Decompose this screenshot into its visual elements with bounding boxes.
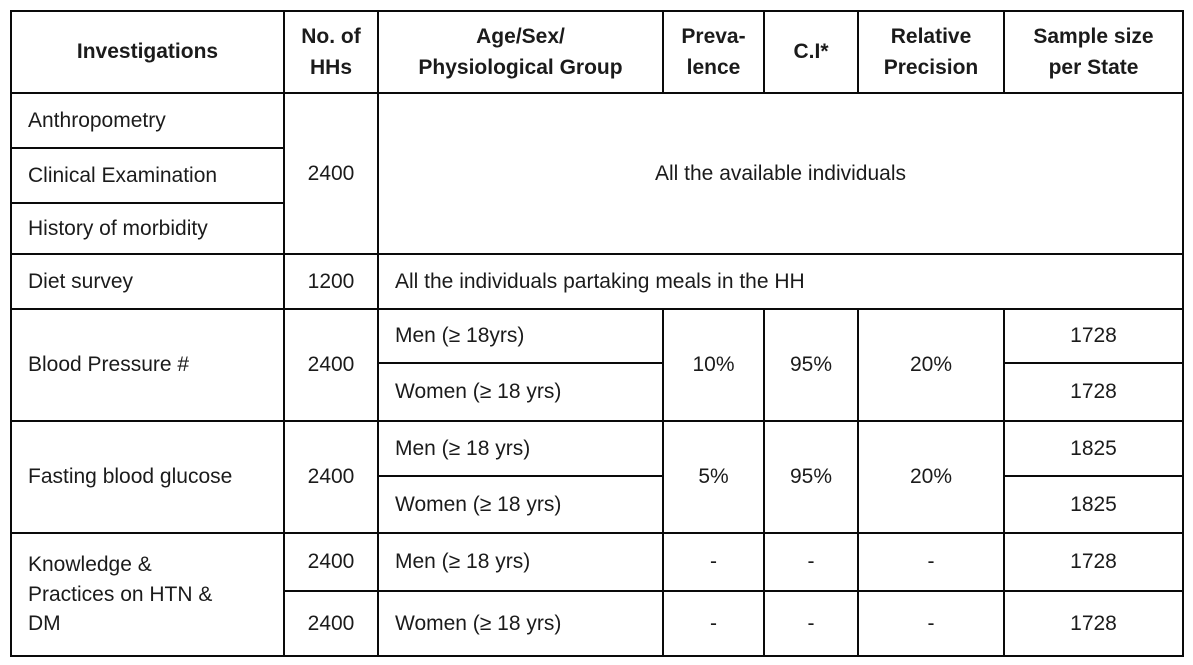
cell-investigation-diet-survey: Diet survey: [10, 253, 285, 310]
header-age-sex-group: Age/Sex/ Physiological Group: [377, 10, 664, 94]
cell-ci-knowledge-practices-women: -: [763, 590, 859, 657]
cell-sample-fasting-blood-glucose-men: 1825: [1003, 420, 1184, 477]
row-anthropometry: Anthropometry 2400 All the available ind…: [10, 92, 1184, 255]
cell-relative-precision-blood-pressure: 20%: [857, 308, 1005, 422]
cell-group-knowledge-practices-men: Men (≥ 18 yrs): [377, 532, 664, 592]
cell-group-blood-pressure-women: Women (≥ 18 yrs): [377, 362, 664, 422]
row-fasting-blood-glucose-women: Women (≥ 18 yrs) 1825: [11, 475, 1184, 534]
cell-investigation-knowledge-practices: Knowledge & Practices on HTN & DM: [10, 532, 285, 657]
survey-sampling-table: Investigations No. of HHs Age/Sex/ Physi…: [10, 10, 1184, 657]
cell-group-diet-survey: All the individuals partaking meals in t…: [377, 253, 1184, 310]
cell-group-anthropometry: All the available individuals: [377, 92, 1184, 255]
survey-sampling-table-sheet: Investigations No. of HHs Age/Sex/ Physi…: [10, 10, 1184, 657]
header-no-of-hhs: No. of HHs: [283, 10, 379, 94]
cell-prevalence-knowledge-practices-men: -: [662, 532, 765, 592]
cell-ci-knowledge-practices-men: -: [763, 532, 859, 592]
cell-investigation-history-of-morbidity: History of morbidity: [10, 202, 285, 255]
header-ci: C.I*: [763, 10, 859, 94]
row-diet-survey: Diet survey 1200 All the individuals par…: [10, 253, 1184, 310]
cell-investigation-anthropometry: Anthropometry: [10, 92, 285, 149]
row-blood-pressure-men: Blood Pressure # 2400 Men (≥ 18yrs) 10% …: [10, 308, 1184, 422]
cell-ci-blood-pressure: 95%: [763, 308, 859, 422]
cell-hhs-fasting-blood-glucose: 2400: [283, 420, 379, 534]
cell-sample-blood-pressure-men: 1728: [1003, 308, 1184, 364]
cell-ci-fasting-blood-glucose: 95%: [763, 420, 859, 534]
cell-investigation-clinical-examination: Clinical Examination: [10, 147, 285, 204]
cell-relative-precision-knowledge-practices-men: -: [857, 532, 1005, 592]
cell-prevalence-blood-pressure: 10%: [662, 308, 765, 422]
cell-prevalence-knowledge-practices-women: -: [662, 590, 765, 657]
cell-sample-knowledge-practices-men: 1728: [1003, 532, 1184, 592]
row-fasting-blood-glucose-men: Fasting blood glucose 2400 Men (≥ 18 yrs…: [10, 420, 1184, 534]
cell-group-blood-pressure-men: Men (≥ 18yrs): [377, 308, 664, 364]
cell-group-knowledge-practices-women: Women (≥ 18 yrs): [377, 590, 664, 657]
cell-hhs-knowledge-practices-men: 2400: [283, 532, 379, 592]
cell-hhs-anthropometry-group: 2400: [283, 92, 379, 255]
header-prevalence: Preva- lence: [662, 10, 765, 94]
cell-prevalence-fasting-blood-glucose: 5%: [662, 420, 765, 534]
cell-investigation-fasting-blood-glucose: Fasting blood glucose: [10, 420, 285, 534]
cell-sample-fasting-blood-glucose-women: 1825: [1003, 475, 1184, 534]
header-relative-precision: Relative Precision: [857, 10, 1005, 94]
cell-relative-precision-fasting-blood-glucose: 20%: [857, 420, 1005, 534]
cell-hhs-knowledge-practices-women: 2400: [283, 590, 379, 657]
cell-investigation-blood-pressure: Blood Pressure #: [10, 308, 285, 422]
cell-hhs-blood-pressure: 2400: [283, 308, 379, 422]
row-clinical-examination: Clinical Examination: [10, 147, 1183, 204]
cell-group-fasting-blood-glucose-women: Women (≥ 18 yrs): [377, 475, 664, 534]
header-investigations: Investigations: [10, 10, 285, 94]
cell-hhs-diet-survey: 1200: [283, 253, 379, 310]
row-blood-pressure-women: Women (≥ 18 yrs) 1728: [11, 362, 1184, 422]
cell-sample-blood-pressure-women: 1728: [1003, 362, 1184, 422]
header-row: Investigations No. of HHs Age/Sex/ Physi…: [10, 10, 1184, 94]
row-knowledge-practices-women: 2400 Women (≥ 18 yrs) - - - 1728: [11, 590, 1184, 657]
cell-sample-knowledge-practices-women: 1728: [1003, 590, 1184, 657]
row-knowledge-practices-men: Knowledge & Practices on HTN & DM 2400 M…: [10, 532, 1184, 657]
cell-relative-precision-knowledge-practices-women: -: [857, 590, 1005, 657]
header-sample-size: Sample size per State: [1003, 10, 1184, 94]
row-history-of-morbidity: History of morbidity: [10, 202, 1183, 255]
cell-group-fasting-blood-glucose-men: Men (≥ 18 yrs): [377, 420, 664, 477]
